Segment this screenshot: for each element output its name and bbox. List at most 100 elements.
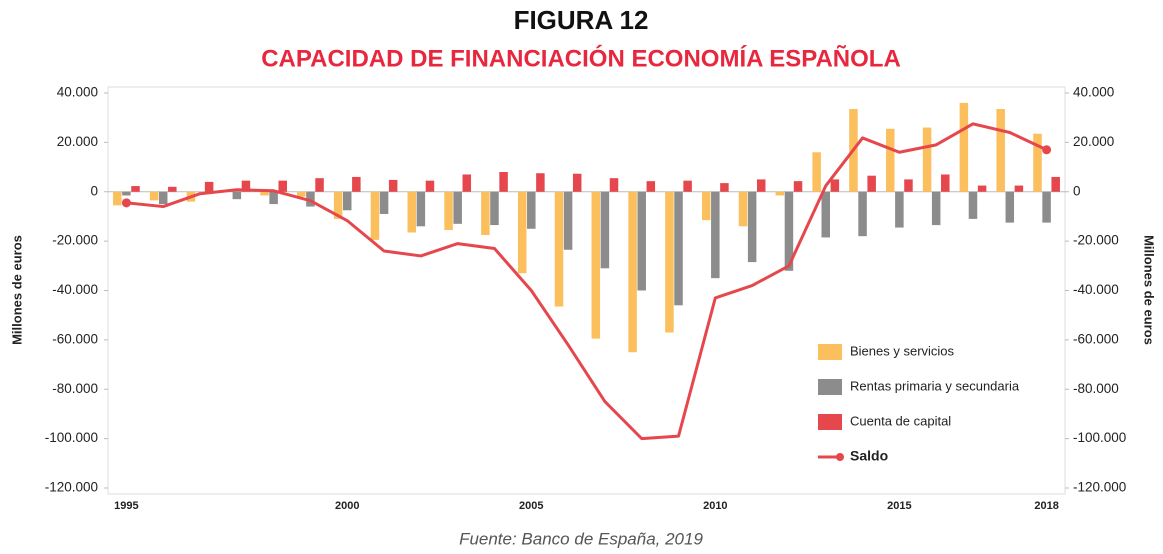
legend-label: Saldo <box>850 448 888 464</box>
x-tick-label: 2010 <box>703 500 727 512</box>
legend-swatch <box>818 379 842 395</box>
x-tick-label: 1995 <box>114 500 138 512</box>
y2-tick-label: -120.000 <box>1073 480 1126 495</box>
bar <box>527 191 536 229</box>
legend-label: Rentas primaria y secundaria <box>850 378 1020 393</box>
bar <box>241 180 251 192</box>
bar <box>665 191 674 333</box>
bar <box>388 179 398 192</box>
bar <box>453 191 462 224</box>
line-marker <box>121 198 131 208</box>
bar <box>904 179 913 192</box>
bar <box>122 191 131 196</box>
bar <box>720 183 729 192</box>
x-tick-label: 2005 <box>519 500 543 512</box>
bar <box>278 180 287 192</box>
y2-tick-label: -100.000 <box>1073 430 1126 445</box>
bar <box>444 191 453 231</box>
bar <box>867 175 876 192</box>
bar <box>858 191 867 237</box>
bar <box>572 173 582 192</box>
bar <box>922 127 932 192</box>
bar <box>462 174 472 192</box>
chart-subtitle: CAPACIDAD DE FINANCIACIÓN ECONOMÍA ESPAÑ… <box>261 44 901 72</box>
bar <box>738 191 748 227</box>
bar <box>591 191 601 339</box>
y-tick-label: 20.000 <box>57 134 98 149</box>
line-marker <box>1042 145 1052 155</box>
bar <box>490 191 499 226</box>
bar <box>113 191 122 206</box>
bar <box>609 178 619 192</box>
x-tick-label: 2000 <box>335 500 359 512</box>
bar <box>600 191 610 269</box>
bar <box>1051 176 1060 192</box>
bar <box>416 191 426 227</box>
bar <box>775 191 785 196</box>
bar <box>674 191 683 306</box>
bar <box>756 179 766 192</box>
bar <box>204 181 214 192</box>
y-tick-label: -40.000 <box>52 282 98 297</box>
bar <box>941 174 950 192</box>
bar <box>1005 191 1015 223</box>
y-tick-label: -20.000 <box>52 233 98 248</box>
bar <box>683 180 692 192</box>
y-tick-label: 0 <box>90 183 98 198</box>
bar <box>499 172 508 192</box>
bar <box>1033 133 1042 192</box>
bar <box>536 173 545 192</box>
bar <box>784 191 794 271</box>
bar <box>637 191 646 291</box>
y-tick-label: -120.000 <box>45 480 98 495</box>
y-tick-label: -100.000 <box>45 430 98 445</box>
y2-tick-label: -40.000 <box>1073 282 1119 297</box>
bar <box>959 102 969 192</box>
legend-label: Cuenta de capital <box>850 413 951 428</box>
bar <box>425 180 435 192</box>
y2-tick-label: -80.000 <box>1073 381 1119 396</box>
bar <box>646 181 656 192</box>
bar <box>407 191 417 233</box>
bar <box>517 191 527 274</box>
bar <box>379 191 389 214</box>
y2-tick-label: -20.000 <box>1073 233 1119 248</box>
x-tick-label: 2018 <box>1034 500 1058 512</box>
legend-swatch <box>818 414 842 430</box>
y-tick-label: -80.000 <box>52 381 98 396</box>
bar <box>977 185 987 192</box>
bar <box>931 191 941 226</box>
bar <box>232 191 242 200</box>
legend-dot <box>836 453 844 461</box>
bar <box>628 191 637 353</box>
legend-swatch <box>818 344 842 360</box>
bar <box>895 191 904 228</box>
chart-title: FIGURA 12 <box>514 5 649 35</box>
bar <box>370 191 380 240</box>
y-tick-label: -60.000 <box>52 331 98 346</box>
bar <box>996 109 1005 192</box>
bar <box>554 191 564 307</box>
bar <box>168 186 177 192</box>
bar <box>352 176 361 192</box>
bar <box>343 191 352 211</box>
bar <box>793 181 803 192</box>
y2-tick-label: 20.000 <box>1073 134 1114 149</box>
bar <box>1042 191 1051 223</box>
y-axis-label: Millones de euros <box>9 235 24 345</box>
bar <box>812 152 821 192</box>
bar <box>563 191 573 250</box>
bar <box>149 191 159 201</box>
bar <box>315 178 324 192</box>
legend-label: Bienes y servicios <box>850 343 955 358</box>
bar <box>158 191 168 205</box>
bar <box>711 191 720 279</box>
bar <box>886 128 895 192</box>
bar <box>747 191 757 263</box>
source: Fuente: Banco de España, 2019 <box>459 529 703 548</box>
y-tick-label: 40.000 <box>57 85 98 100</box>
line <box>126 122 1048 441</box>
y2-axis-label: Millones de euros <box>1142 235 1157 345</box>
legend-box <box>805 335 1055 475</box>
